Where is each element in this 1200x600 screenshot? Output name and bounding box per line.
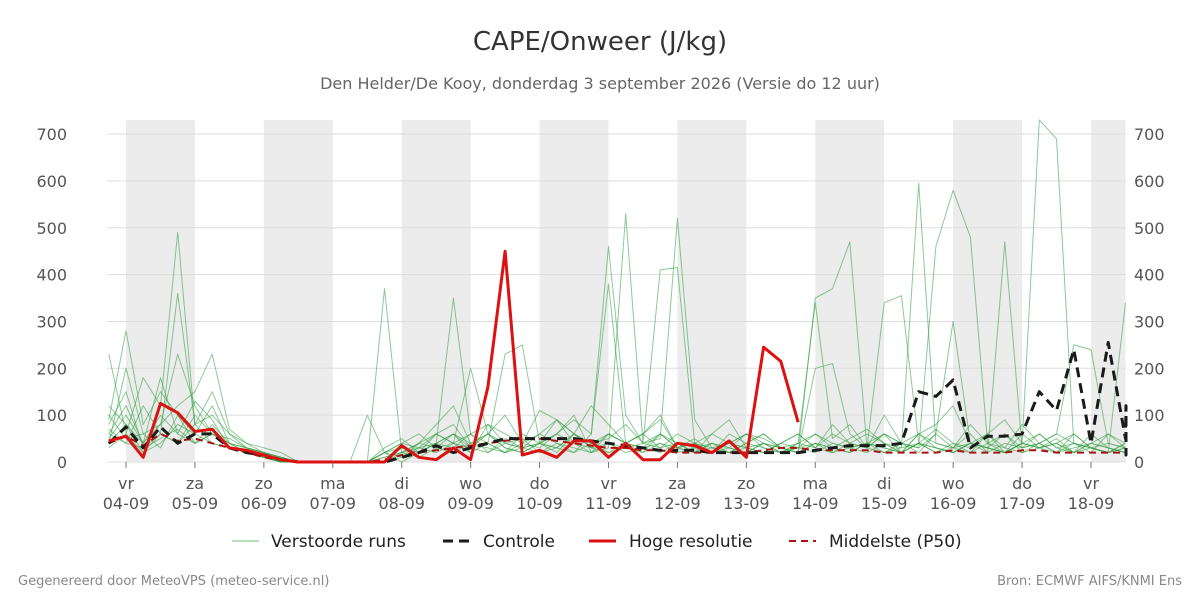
x-tick-day: za xyxy=(668,474,686,493)
x-tick-date: 07-09 xyxy=(310,494,357,513)
shaded-band xyxy=(815,120,885,462)
x-tick-day: wo xyxy=(942,474,965,493)
x-tick-date: 17-09 xyxy=(999,494,1046,513)
ensemble-member-line xyxy=(108,302,1126,463)
legend-label: Middelste (P50) xyxy=(829,532,962,552)
shaded-band xyxy=(263,120,333,462)
y-tick-label: 300 xyxy=(1134,312,1165,331)
y-axis-left: 0 100 200 300 400 500 600 700 xyxy=(36,125,67,472)
x-tick-day: di xyxy=(394,474,409,493)
x-tick-day: vr xyxy=(600,474,616,493)
x-tick-date: 10-09 xyxy=(516,494,563,513)
x-axis: vr04-09za05-09zo06-09ma07-09di08-09wo09-… xyxy=(103,462,1115,513)
legend-label: Hoge resolutie xyxy=(629,532,753,552)
x-tick-date: 08-09 xyxy=(378,494,425,513)
legend-label: Controle xyxy=(483,532,555,552)
shaded-band xyxy=(401,120,471,462)
shaded-band xyxy=(539,120,609,462)
x-tick-date: 12-09 xyxy=(654,494,701,513)
y-tick-label: 100 xyxy=(1134,406,1165,425)
x-tick-date: 16-09 xyxy=(930,494,977,513)
x-tick-day: ma xyxy=(320,474,345,493)
y-tick-label: 500 xyxy=(36,219,67,238)
x-tick-date: 18-09 xyxy=(1068,494,1115,513)
shaded-band xyxy=(677,120,747,462)
shaded-band xyxy=(126,120,195,462)
x-tick-day: zo xyxy=(737,474,755,493)
legend-label: Verstoorde runs xyxy=(271,532,406,552)
x-tick-date: 15-09 xyxy=(861,494,908,513)
chart-title: CAPE/Onweer (J/kg) xyxy=(473,27,727,57)
y-tick-label: 500 xyxy=(1134,219,1165,238)
y-tick-label: 200 xyxy=(36,359,67,378)
x-tick-date: 14-09 xyxy=(792,494,839,513)
y-tick-label: 0 xyxy=(57,453,67,472)
x-tick-date: 05-09 xyxy=(172,494,219,513)
y-axis-right: 0 100 200 300 400 500 600 700 xyxy=(1134,125,1165,472)
x-tick-day: wo xyxy=(459,474,482,493)
x-tick-day: za xyxy=(186,474,204,493)
x-tick-day: do xyxy=(1012,474,1032,493)
shaded-band xyxy=(953,120,1023,462)
y-tick-label: 600 xyxy=(1134,172,1165,191)
x-tick-day: do xyxy=(530,474,550,493)
ensemble-member-line xyxy=(108,241,1126,463)
weekend-bands xyxy=(126,120,1126,462)
x-tick-date: 11-09 xyxy=(585,494,632,513)
x-tick-day: ma xyxy=(803,474,828,493)
hoge-resolutie-line xyxy=(108,249,800,464)
footer-left: Gegenereerd door MeteoVPS (meteo-service… xyxy=(18,574,329,589)
footer-right: Bron: ECMWF AIFS/KNMI Ens xyxy=(997,574,1182,589)
x-tick-day: vr xyxy=(118,474,134,493)
y-tick-label: 400 xyxy=(1134,266,1165,285)
x-tick-date: 13-09 xyxy=(723,494,770,513)
x-tick-date: 04-09 xyxy=(103,494,150,513)
y-tick-label: 100 xyxy=(36,406,67,425)
grid-lines xyxy=(107,133,1126,463)
x-tick-date: 06-09 xyxy=(241,494,288,513)
main-series xyxy=(107,249,1128,464)
x-tick-day: vr xyxy=(1083,474,1099,493)
x-tick-date: 09-09 xyxy=(447,494,494,513)
y-tick-label: 0 xyxy=(1134,453,1144,472)
y-tick-label: 200 xyxy=(1134,359,1165,378)
x-tick-day: di xyxy=(877,474,892,493)
chart-subtitle: Den Helder/De Kooy, donderdag 3 septembe… xyxy=(320,74,880,93)
x-tick-day: zo xyxy=(255,474,273,493)
y-tick-label: 600 xyxy=(36,172,67,191)
legend: Verstoorde runs Controle Hoge resolutie Mid… xyxy=(232,532,962,552)
y-tick-label: 700 xyxy=(36,125,67,144)
y-tick-label: 400 xyxy=(36,266,67,285)
ensemble-member-line xyxy=(108,189,1126,463)
y-tick-label: 300 xyxy=(36,312,67,331)
y-tick-label: 700 xyxy=(1134,125,1165,144)
